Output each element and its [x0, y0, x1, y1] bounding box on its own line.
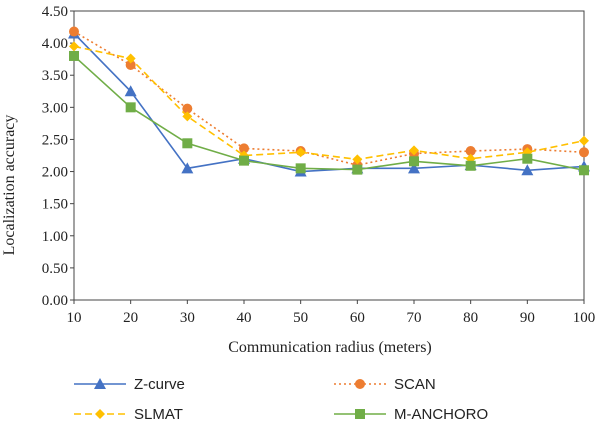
x-tick-label: 80 [463, 310, 478, 326]
y-tick-label: 0.50 [42, 261, 68, 277]
y-tick-label: 4.50 [42, 4, 68, 20]
y-tick-label: 4.00 [42, 36, 68, 52]
data-point-m-anchoro [352, 164, 363, 175]
data-point-m-anchoro [125, 102, 136, 113]
data-point-z-curve [181, 162, 194, 174]
x-tick-label: 100 [573, 310, 596, 326]
legend-marker [355, 409, 365, 419]
data-point-z-curve [408, 162, 420, 174]
x-tick-label: 40 [237, 310, 252, 326]
data-point-slmat [125, 53, 136, 64]
plot-border [73, 10, 585, 301]
data-point-m-anchoro [465, 160, 476, 171]
series-m-anchoro [69, 50, 589, 176]
x-tick-label: 90 [520, 310, 535, 326]
legend-label: SLMAT [134, 406, 183, 423]
legend-marker [94, 378, 106, 389]
legend-item-z-curve: Z-curve [74, 376, 185, 393]
data-point-m-anchoro [522, 153, 533, 164]
legend-item-m-anchoro: M-ANCHORO [334, 406, 488, 423]
series-line-scan [73, 30, 585, 166]
data-point-scan [69, 26, 79, 37]
x-tick-label: 70 [407, 310, 422, 326]
data-point-slmat [182, 111, 193, 122]
series-layer [68, 26, 590, 177]
series-slmat [69, 41, 589, 165]
data-point-slmat [295, 147, 306, 158]
legend-marker [355, 379, 365, 389]
legend-item-scan: SCAN [334, 376, 436, 393]
y-tick-label: 3.50 [42, 68, 68, 84]
legend: Z-curve SCAN SLMAT M-ANCHORO [74, 376, 488, 423]
series-line-z-curve [73, 32, 585, 173]
series-scan [69, 26, 589, 171]
data-point-scan [239, 143, 249, 154]
data-point-slmat [409, 145, 419, 156]
data-point-z-curve [124, 85, 137, 97]
x-tick-label: 10 [67, 310, 82, 326]
y-axis-title: Localization accuracy [1, 115, 18, 256]
plot-area [73, 10, 585, 301]
data-point-scan [465, 146, 476, 157]
y-tick-label: 2.50 [42, 132, 68, 148]
legend-marker [95, 409, 105, 419]
data-point-scan [182, 103, 193, 114]
data-point-slmat [352, 154, 363, 165]
y-tick-label: 2.00 [42, 165, 68, 181]
data-point-m-anchoro [579, 165, 589, 176]
x-axis-title: Communication radius (meters) [228, 339, 432, 356]
data-point-z-curve [521, 164, 534, 176]
data-point-m-anchoro [295, 163, 306, 174]
data-point-m-anchoro [69, 50, 79, 61]
data-point-m-anchoro [409, 156, 419, 167]
series-line-m-anchoro [73, 55, 585, 172]
data-point-scan [125, 59, 136, 70]
legend-label: M-ANCHORO [394, 406, 488, 423]
series-line-slmat [73, 45, 585, 161]
legend-label: Z-curve [134, 376, 185, 393]
data-point-m-anchoro [239, 155, 249, 166]
y-tick-label: 1.00 [42, 229, 68, 245]
x-tick-label: 30 [180, 310, 195, 326]
data-point-m-anchoro [182, 138, 193, 149]
y-tick-label: 1.50 [42, 197, 68, 213]
x-tick-label: 60 [350, 310, 365, 326]
data-point-slmat [69, 41, 79, 52]
y-tick-label: 0.00 [42, 293, 68, 309]
y-tick-label: 3.00 [42, 100, 68, 116]
data-point-slmat [579, 135, 589, 146]
x-tick-label: 50 [293, 310, 308, 326]
legend-item-slmat: SLMAT [74, 406, 183, 423]
x-axis-ticks: 10 20 30 40 50 60 70 80 90 100 [67, 300, 596, 326]
x-tick-label: 20 [123, 310, 138, 326]
y-axis-ticks: 0.00 0.50 1.00 1.50 2.00 2.50 3.00 3.50 4.00 4.50 [42, 4, 74, 309]
legend-label: SCAN [394, 376, 436, 393]
data-point-scan [579, 147, 589, 158]
